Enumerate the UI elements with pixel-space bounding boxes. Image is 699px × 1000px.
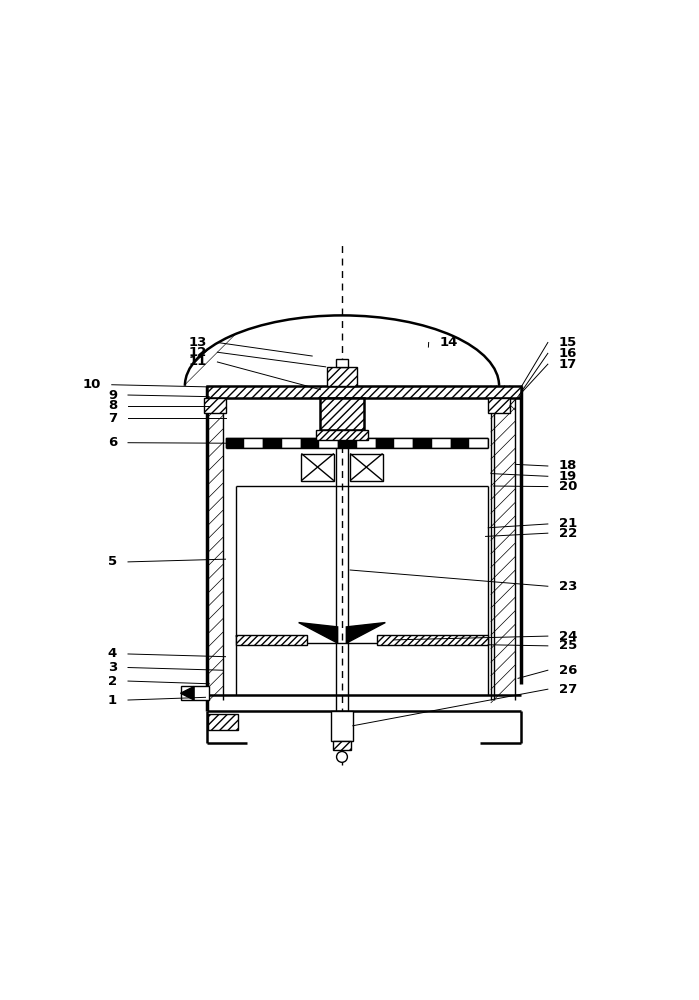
Text: 13: 13 [188,336,207,349]
Polygon shape [180,686,194,700]
Text: 20: 20 [559,480,577,493]
Bar [226,438,244,448]
Text: 11: 11 [188,355,207,368]
Bar [333,741,351,750]
Text: 17: 17 [559,358,577,371]
Bar [337,420,347,426]
Text: 24: 24 [559,630,577,643]
Text: 4: 4 [108,647,117,660]
Text: 8: 8 [108,399,117,412]
Bar [320,398,363,430]
Text: 1: 1 [108,694,117,707]
Bar [207,386,521,398]
Bar [319,438,338,448]
Text: 23: 23 [559,580,577,593]
Text: 26: 26 [559,664,577,677]
Text: 2: 2 [108,675,117,688]
Bar [394,438,413,448]
Polygon shape [298,623,338,643]
Text: 15: 15 [559,336,577,349]
Bar [375,438,394,448]
Text: 14: 14 [440,336,458,349]
Text: 6: 6 [108,436,117,449]
Text: 19: 19 [559,470,577,483]
Bar [301,454,334,481]
Text: 16: 16 [559,347,577,360]
Bar [331,711,353,741]
Bar [204,398,226,413]
Bar [236,635,307,645]
Bar [336,359,348,367]
Text: 25: 25 [559,639,577,652]
Bar [432,438,451,448]
Text: 9: 9 [108,389,117,402]
Bar [301,438,319,448]
Bar [357,438,375,448]
Bar [327,367,357,386]
Bar [180,686,209,700]
Circle shape [337,751,347,762]
Text: 18: 18 [559,459,577,472]
Bar [338,438,357,448]
Bar [451,438,470,448]
Text: 5: 5 [108,555,117,568]
Text: 22: 22 [559,527,577,540]
Text: 3: 3 [108,661,117,674]
Bar [488,398,510,413]
Bar [316,430,368,440]
Text: 21: 21 [559,517,577,530]
Bar [377,635,488,645]
Text: 10: 10 [82,378,101,391]
Text: 27: 27 [559,683,577,696]
Text: 7: 7 [108,412,117,425]
Bar [244,438,263,448]
Bar [413,438,432,448]
Bar [470,438,488,448]
Polygon shape [346,623,385,643]
Bar [332,426,352,438]
Bar [263,438,282,448]
Bar [350,454,382,481]
Text: 12: 12 [188,346,207,359]
Bar [208,714,238,730]
Bar [282,438,301,448]
